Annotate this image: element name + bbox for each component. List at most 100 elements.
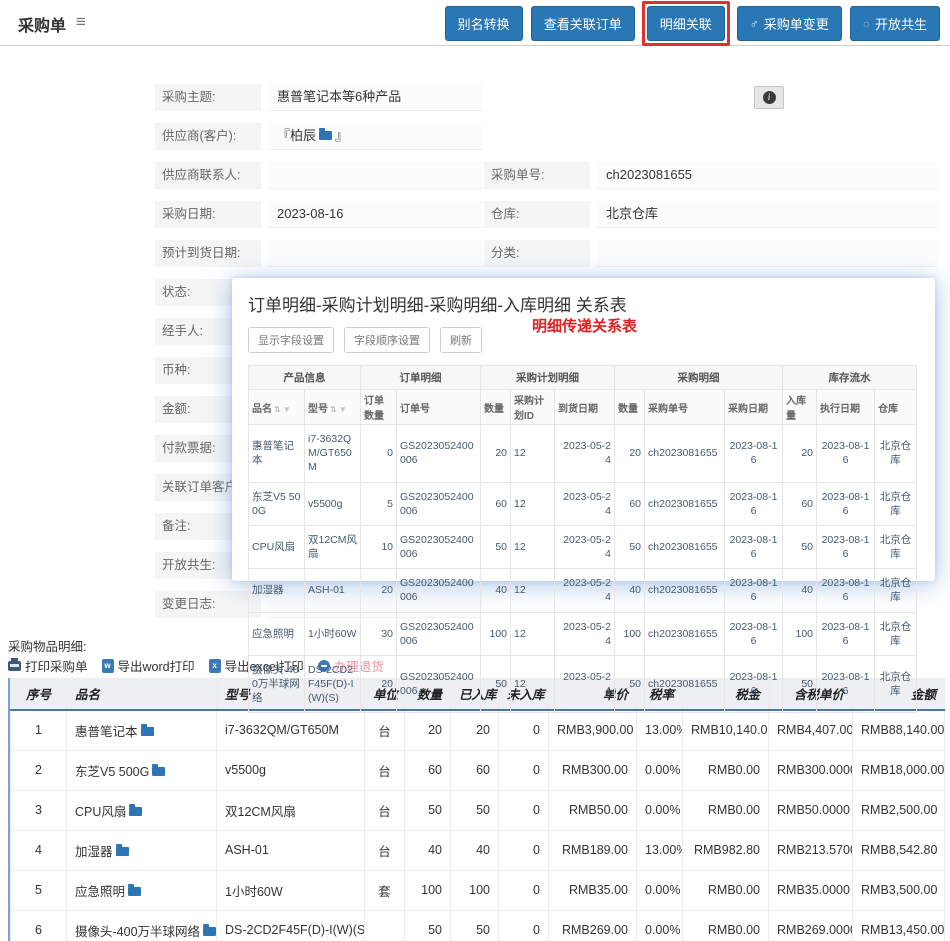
column-header: 入库量 <box>782 389 818 425</box>
toolbar-item-label: 打印采购单 <box>25 660 88 674</box>
cell: 50 <box>450 789 499 831</box>
form-value-left-4 <box>268 240 483 267</box>
header-button-1[interactable]: 别名转换 <box>444 6 523 41</box>
cell: 30 <box>360 611 397 656</box>
cell: 惠普笔记本 <box>248 424 305 483</box>
cell: 1小时60W <box>216 869 365 911</box>
cell: 北京仓库 <box>874 481 918 526</box>
table-row: 惠普笔记本 i7-3632QM/GT650M 0 GS2023052400006 20 1… <box>248 424 918 483</box>
column-header[interactable]: 型号 ⇅ ▼ <box>304 389 361 425</box>
cell: ASH-01 <box>304 568 361 613</box>
folder-icon[interactable] <box>129 803 143 816</box>
column-header: 仓库 <box>874 389 918 425</box>
toolbar-item-2[interactable]: w 导出word打印 <box>101 656 195 675</box>
cell: ch2023081655 <box>644 654 726 714</box>
product-name-link[interactable]: CPU风扇 <box>75 804 127 819</box>
cell: 2023-08-16 <box>816 611 876 656</box>
cell: 60 <box>450 749 499 791</box>
cell: 12 <box>510 524 555 570</box>
cell: 12 <box>510 568 555 613</box>
folder-icon[interactable] <box>128 883 142 896</box>
product-name-link[interactable]: 摄像头-400万半球网络 <box>75 924 201 939</box>
form-label-left-1: 供应商(客户): <box>155 123 261 150</box>
popup-button-1[interactable]: 显示字段设置 <box>248 327 334 353</box>
cell: 0 <box>498 749 549 791</box>
cell: GS2023052400006 <box>396 568 481 613</box>
cell: 20 <box>360 654 397 714</box>
header-button-label: 开放共生 <box>874 17 927 32</box>
filter-icon[interactable]: ▼ <box>282 404 291 414</box>
folder-icon[interactable] <box>152 763 166 776</box>
cell: 100 <box>480 611 511 656</box>
form-value-text: 惠普笔记本等6种产品 <box>277 89 402 104</box>
toolbar-item-1[interactable]: 打印采购单 <box>8 656 88 675</box>
folder-icon[interactable] <box>319 128 333 140</box>
cell: 2023-08-16 <box>816 654 876 714</box>
info-button[interactable]: i <box>754 86 784 109</box>
cell: 0 <box>498 709 549 751</box>
product-name-link[interactable]: 东芝V5 500G <box>75 764 150 779</box>
cell: 0 <box>498 869 549 911</box>
folder-icon[interactable] <box>115 843 129 856</box>
cell: 40 <box>404 829 451 871</box>
form-value-suffix: 』 <box>335 128 349 143</box>
cell: 12 <box>510 481 555 526</box>
cell: RMB300.0000 <box>768 749 853 791</box>
sort-icon[interactable]: ⇅ <box>330 404 337 414</box>
header-button-label: 别名转换 <box>457 17 510 32</box>
filter-icon[interactable]: ▼ <box>338 404 347 414</box>
form-label-left-4: 预计到货日期: <box>155 240 261 267</box>
cell: 13.00% <box>636 709 683 751</box>
cell: 40 <box>480 568 511 613</box>
cell: 6 <box>10 909 67 941</box>
cell: 北京仓库 <box>874 568 918 613</box>
circle-icon: ○ <box>862 16 870 31</box>
header-button-5[interactable]: ○ 开放共生 <box>849 6 940 41</box>
cell: 0.00% <box>636 869 683 911</box>
header-button-2[interactable]: 查看关联订单 <box>530 6 635 41</box>
column-header: 订单数量 <box>360 389 397 425</box>
popup-button-2[interactable]: 字段顺序设置 <box>344 327 430 353</box>
detail-table-wrap: 序号 品名 型号 单位 数量 已入库 未入库 单价 税率 税金 含税单价 金额 1 惠普笔记本 i7-363… <box>8 678 945 941</box>
form-label-left-0: 采购主题: <box>155 84 261 111</box>
cell: 2023-08-16 <box>724 568 784 613</box>
cell: 4 <box>10 829 67 871</box>
cell: 3 <box>10 789 67 831</box>
cell: 20 <box>782 424 818 483</box>
folder-icon[interactable] <box>140 723 154 736</box>
cell: DS-2CD2F45F(D)-I(W)(S) <box>304 654 361 714</box>
printer-icon <box>8 657 21 671</box>
cell: 100 <box>404 869 451 911</box>
cell: 2023-08-16 <box>724 424 784 483</box>
cell: CPU风扇 <box>248 524 305 570</box>
cell: 0 <box>498 829 549 871</box>
popup-button-3[interactable]: 刷新 <box>440 327 482 353</box>
cell: RMB3,500.00 <box>852 869 945 911</box>
product-name-link[interactable]: 惠普笔记本 <box>75 724 138 739</box>
cell: RMB50.00 <box>548 789 637 831</box>
info-icon: i <box>762 91 776 104</box>
header-button-4[interactable]: ♂ 采购单变更 <box>736 6 842 41</box>
cell: 台 <box>364 789 405 831</box>
cell: CPU风扇 <box>66 789 217 831</box>
toolbar-item-label: 导出word打印 <box>117 660 195 674</box>
column-header[interactable]: 品名 ⇅ ▼ <box>248 389 305 425</box>
header-button-label: 明细关联 <box>659 17 712 32</box>
popup-button-row: 显示字段设置 字段顺序设置 刷新 <box>248 327 919 353</box>
cell: RMB982.80 <box>682 829 769 871</box>
table-row: 2 东芝V5 500G v5500g 台 60 60 0 RMB300.00 0.00% RMB0… <box>10 749 945 791</box>
cell: RMB13,450.00 <box>852 909 945 941</box>
header-button-label: 查看关联订单 <box>543 17 622 32</box>
cell: RMB35.0000 <box>768 869 853 911</box>
sort-icon[interactable]: ⇅ <box>274 404 281 414</box>
product-name-link[interactable]: 加湿器 <box>75 844 113 859</box>
column-header: 数量 <box>614 389 646 425</box>
cell: RMB10,140.00 <box>682 709 769 751</box>
product-name-link[interactable]: 应急照明 <box>75 884 126 899</box>
folder-icon[interactable] <box>203 923 216 936</box>
cell: 0.00% <box>636 749 683 791</box>
header-button-3[interactable]: 明细关联 <box>646 6 725 41</box>
table-row: 3 CPU风扇 双12CM风扇台 50 50 0 RMB50.00 0.00% RMB0.00 R… <box>10 789 945 831</box>
table-row: 应急照明 1小时60W 30 GS2023052400006 100 12 2023-05-… <box>248 611 918 656</box>
menu-hamburger-icon[interactable]: ≡ <box>76 12 86 31</box>
